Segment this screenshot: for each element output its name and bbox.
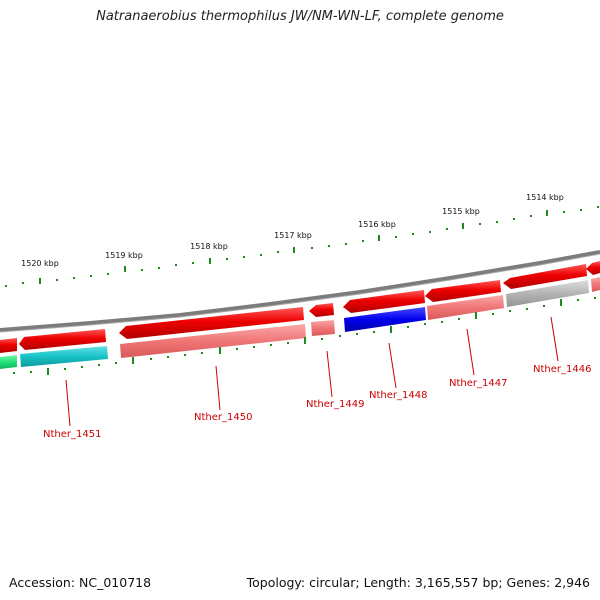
scale-label: 1516 kbp: [358, 220, 396, 229]
gene-bar-blue[interactable]: [344, 307, 426, 332]
scale-label: 1518 kbp: [190, 242, 228, 251]
gene-arrow[interactable]: [343, 290, 425, 313]
gene-label-leaders: [65, 316, 559, 427]
major-tick: [39, 278, 41, 284]
gene-bar-pink[interactable]: [120, 324, 306, 358]
gene-arrow[interactable]: [119, 307, 304, 339]
scale-ticks-outer: [5, 206, 599, 287]
gene-labels: Nther_1451 Nther_1450 Nther_1449 Nther_1…: [43, 364, 591, 440]
scale-label: 1520 kbp: [21, 259, 59, 268]
gene-label[interactable]: Nther_1446: [533, 364, 591, 375]
gene-arrow[interactable]: [586, 261, 600, 275]
gene-label[interactable]: Nther_1449: [306, 399, 364, 410]
major-tick: [462, 223, 464, 229]
gene-bar-pink[interactable]: [591, 277, 600, 292]
gene-bar-pink[interactable]: [427, 295, 504, 320]
outer-strand-genes: [0, 261, 600, 353]
scale-labels: 1520 kbp 1519 kbp 1518 kbp 1517 kbp 1516…: [21, 193, 564, 268]
major-tick: [219, 347, 221, 354]
genome-summary-text: Topology: circular; Length: 3,165,557 bp…: [246, 575, 590, 590]
genome-backbone: [0, 250, 600, 332]
major-tick: [293, 247, 295, 253]
scale-label: 1515 kbp: [442, 207, 480, 216]
gene-arrow[interactable]: [19, 329, 106, 350]
gene-bar-green[interactable]: [0, 355, 17, 369]
major-tick: [390, 326, 392, 333]
major-tick: [209, 258, 211, 264]
gene-label[interactable]: Nther_1451: [43, 429, 101, 440]
major-tick: [546, 210, 548, 216]
page-title: Natranaerobius thermophilus JW/NM-WN-LF,…: [96, 9, 504, 24]
major-tick: [132, 357, 134, 364]
gene-arrow[interactable]: [425, 280, 501, 302]
major-tick: [304, 337, 306, 344]
gene-bar-pink[interactable]: [311, 320, 335, 336]
scale-label: 1514 kbp: [526, 193, 564, 202]
gene-bar-teal[interactable]: [20, 346, 108, 367]
major-tick: [124, 266, 126, 272]
scale-label: 1517 kbp: [274, 231, 312, 240]
major-tick: [560, 299, 562, 306]
gene-label[interactable]: Nther_1448: [369, 390, 427, 401]
gene-bar-gray[interactable]: [506, 280, 589, 307]
accession-text: Accession: NC_010718: [9, 575, 152, 590]
gene-arrow[interactable]: [0, 338, 17, 353]
gene-arrow[interactable]: [503, 264, 587, 289]
major-tick: [475, 312, 477, 319]
gene-arrow[interactable]: [309, 303, 334, 317]
major-tick: [378, 235, 380, 241]
gene-label[interactable]: Nther_1450: [194, 412, 252, 423]
inner-strand-genes: [0, 277, 600, 369]
gene-label[interactable]: Nther_1447: [449, 378, 507, 389]
scale-ticks-inner: [13, 297, 596, 375]
major-tick: [47, 368, 49, 375]
scale-label: 1519 kbp: [105, 251, 143, 260]
